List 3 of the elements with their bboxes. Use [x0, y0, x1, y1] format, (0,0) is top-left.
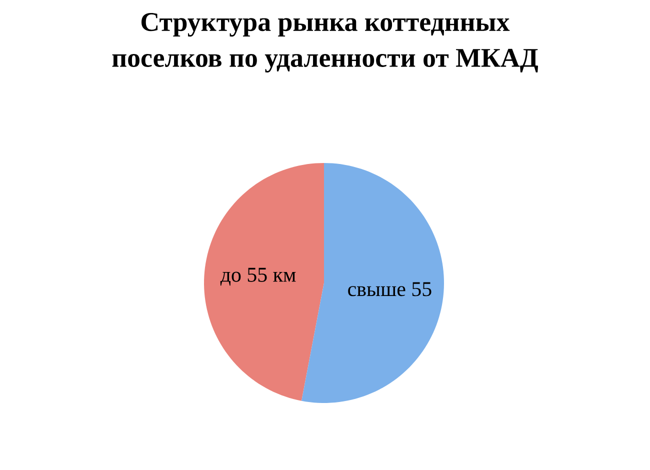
- slice-label: до 55 км: [220, 268, 296, 286]
- chart-title: Структура рынка коттеднных поселков по удаленности от МКАД: [112, 13, 538, 73]
- slice-label: свыше 55: [348, 282, 432, 296]
